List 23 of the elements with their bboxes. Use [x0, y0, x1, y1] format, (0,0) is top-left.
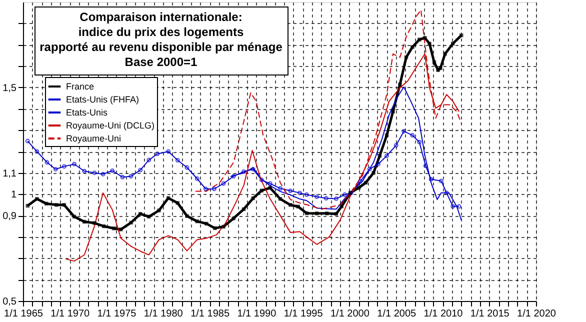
legend-label: France — [66, 82, 94, 92]
x-tick-label: 1/1 2015 — [470, 308, 510, 320]
x-tick-label: 1/1 1995 — [284, 308, 324, 320]
x-tick-label: 1/1 1975 — [97, 308, 137, 320]
legend-label: Royaume-Uni — [66, 134, 122, 144]
text: Comparaison internationale: indice du prix des logements rapporté au revenu disponible par ménage Base 2000=1 — [40, 10, 283, 69]
x-tick-label: 1/1 2000 — [330, 308, 370, 320]
x-tick-label: 1/1 1980 — [144, 308, 184, 320]
legend-label: Etats-Unis — [66, 108, 108, 118]
legend-label: Etats-Unis (FHFA) — [66, 94, 140, 104]
y-tick-label: 1 — [10, 190, 17, 201]
y-tick-label: 1,1 — [2, 168, 17, 180]
x-tick-label: 1/1 1965 — [4, 308, 44, 320]
x-tick-label: 1/1 1990 — [237, 308, 277, 320]
y-tick-label: 1,5 — [2, 82, 17, 94]
legend-label: Royaume-Uni (DCLG) — [66, 120, 155, 130]
x-tick-label: 1/1 1985 — [190, 308, 230, 320]
x-tick-label: 1/1 1970 — [50, 308, 90, 320]
x-tick-label: 1/1 2005 — [377, 308, 416, 320]
x-tick-label: 1/1 2020 — [517, 308, 556, 320]
y-tick-label: 0,5 — [2, 296, 17, 308]
x-tick-label: 1/1 2010 — [424, 308, 464, 320]
y-tick-label: 0,9 — [2, 211, 17, 222]
